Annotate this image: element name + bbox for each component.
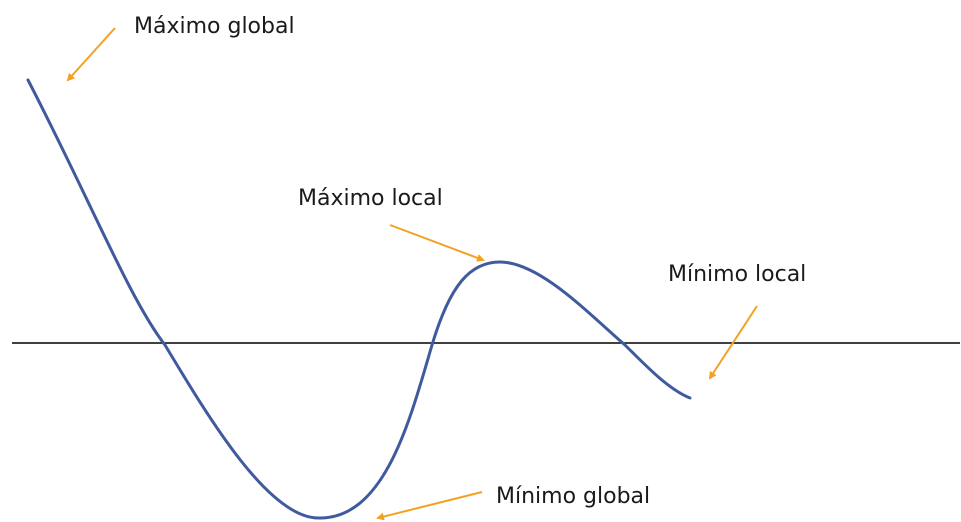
label-global-min: Mínimo global <box>496 484 650 509</box>
label-local-max: Máximo local <box>298 186 443 211</box>
global-max-arrow <box>66 27 116 82</box>
local-min-arrow <box>708 305 758 380</box>
label-global-max: Máximo global <box>134 14 295 39</box>
label-local-min: Mínimo local <box>668 262 806 287</box>
local-max-arrow <box>389 224 485 262</box>
function-curve <box>26 78 692 520</box>
global-min-arrow <box>376 491 483 521</box>
